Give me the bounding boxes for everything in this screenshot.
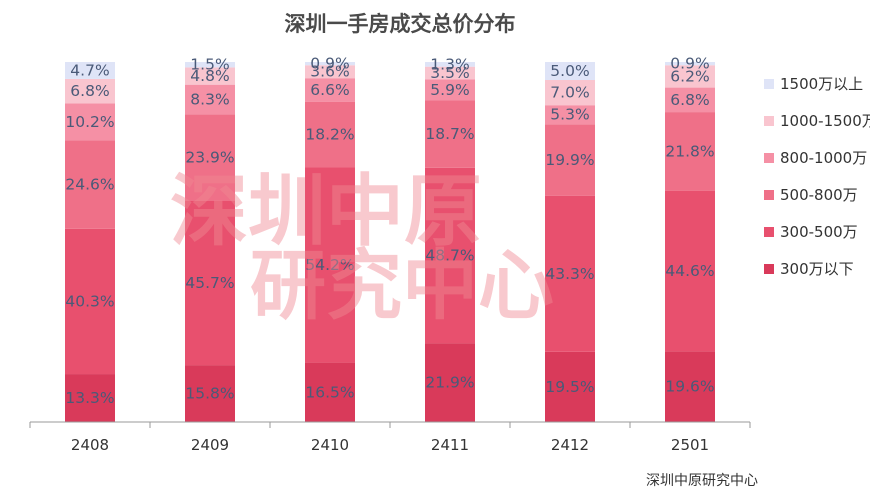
x-tick-label-2410: 2410	[311, 436, 349, 454]
data-label-2408-3: 10.2%	[65, 113, 114, 131]
data-label-2408-2: 24.6%	[65, 176, 114, 194]
legend-swatch-2	[764, 153, 774, 163]
data-label-2408-4: 6.8%	[70, 82, 109, 100]
bar-segment-2501-2	[665, 112, 715, 191]
bar-segment-2409-4	[185, 67, 235, 85]
data-label-2411-0: 21.9%	[425, 374, 474, 392]
x-axis: 2408 2409 2410 2411 2412 2501	[29, 421, 751, 454]
legend-swatch-1	[764, 116, 774, 126]
legend-label-3: 500-800万	[780, 186, 858, 204]
data-label-2408-0: 13.3%	[65, 389, 114, 407]
legend-label-4: 300-500万	[780, 223, 858, 241]
legend-swatch-3	[764, 190, 774, 200]
bar-segment-2408-4	[65, 78, 115, 104]
data-label-2412-4: 7.0%	[550, 84, 589, 102]
bar-segment-2411-3	[425, 79, 475, 101]
bar-segment-2409-0	[185, 365, 235, 422]
data-label-2411-4: 3.5%	[430, 64, 469, 82]
data-label-2409-0: 15.8%	[185, 385, 234, 403]
bar-segment-2412-4	[545, 80, 595, 106]
legend-swatch-0	[764, 79, 774, 89]
bar-segment-2501-4	[665, 65, 715, 88]
data-label-2501-3: 6.8%	[670, 91, 709, 109]
bar-segment-2411-5	[425, 62, 475, 67]
bar-segment-2411-1	[425, 167, 475, 344]
bar-segment-2501-3	[665, 87, 715, 113]
bar-segment-2410-2	[305, 101, 355, 168]
legend-swatch-4	[764, 227, 774, 237]
data-label-2501-4: 6.2%	[670, 67, 709, 85]
data-label-2501-5: 0.9%	[670, 55, 709, 73]
bar-segment-2408-0	[65, 374, 115, 422]
bar-segment-2412-3	[545, 105, 595, 125]
data-label-2412-1: 43.3%	[545, 265, 594, 283]
data-label-2412-2: 19.9%	[545, 151, 594, 169]
data-label-2411-2: 18.7%	[425, 125, 474, 143]
bar-segment-2410-0	[305, 362, 355, 422]
data-label-2408-5: 4.7%	[70, 61, 109, 79]
data-label-2409-3: 8.3%	[190, 91, 229, 109]
data-label-2501-0: 19.6%	[665, 378, 714, 396]
bar-segment-2411-0	[425, 343, 475, 422]
x-tick-label-2412: 2412	[551, 436, 589, 454]
data-label-2410-0: 16.5%	[305, 383, 354, 401]
bar-segment-2409-1	[185, 200, 235, 366]
bar-segment-2408-1	[65, 228, 115, 375]
bars-layer	[65, 62, 715, 422]
data-label-2409-5: 1.5%	[190, 56, 229, 74]
bar-segment-2412-1	[545, 195, 595, 352]
data-label-2410-5: 0.9%	[310, 55, 349, 73]
data-label-2409-2: 23.9%	[185, 149, 234, 167]
legend: 1500万以上 1000-1500万 800-1000万 500-800万 300-50…	[764, 75, 870, 278]
bar-segment-2412-5	[545, 62, 595, 80]
data-label-2410-1: 54.2%	[305, 256, 354, 274]
data-label-2409-1: 45.7%	[185, 274, 234, 292]
bar-segment-2501-1	[665, 190, 715, 352]
data-label-2412-3: 5.3%	[550, 106, 589, 124]
data-label-2411-1: 48.7%	[425, 247, 474, 265]
bar-segment-2409-2	[185, 114, 235, 201]
x-tick-label-2409: 2409	[191, 436, 229, 454]
bar-segment-2410-3	[305, 78, 355, 102]
legend-swatch-5	[764, 264, 774, 274]
bar-segment-2501-0	[665, 351, 715, 422]
data-label-2411-5: 1.3%	[430, 55, 469, 73]
bar-segment-2412-2	[545, 124, 595, 196]
bar-segment-2410-1	[305, 167, 355, 363]
x-tick-label-2408: 2408	[71, 436, 109, 454]
data-label-2411-3: 5.9%	[430, 81, 469, 99]
data-label-2410-3: 6.6%	[310, 81, 349, 99]
data-label-2408-1: 40.3%	[65, 292, 114, 310]
bar-segment-2412-0	[545, 351, 595, 422]
data-label-2410-4: 3.6%	[310, 63, 349, 81]
watermark-line2: 研究中心	[250, 241, 554, 330]
legend-label-0: 1500万以上	[780, 75, 863, 93]
bar-segment-2409-3	[185, 84, 235, 115]
data-label-2410-2: 18.2%	[305, 126, 354, 144]
x-tick-label-2411: 2411	[431, 436, 469, 454]
bar-segment-2410-5	[305, 62, 355, 66]
data-labels-layer: 13.3% 40.3% 24.6% 10.2% 6.8% 4.7% 15.8% 45.7% 23…	[65, 55, 714, 407]
source-note: 深圳中原研究中心	[646, 473, 758, 489]
legend-label-1: 1000-1500万	[780, 112, 870, 130]
bar-segment-2409-5	[185, 62, 235, 68]
bar-segment-2408-5	[65, 62, 115, 79]
bar-segment-2408-3	[65, 103, 115, 141]
data-label-2501-2: 21.8%	[665, 142, 714, 160]
bar-segment-2408-2	[65, 140, 115, 229]
bar-segment-2410-4	[305, 65, 355, 79]
bar-segment-2411-4	[425, 66, 475, 80]
chart-title: 深圳一手房成交总价分布	[285, 12, 516, 36]
x-tick-label-2501: 2501	[671, 436, 709, 454]
legend-label-5: 300万以下	[780, 260, 854, 278]
data-label-2412-5: 5.0%	[550, 62, 589, 80]
bar-segment-2501-5	[665, 62, 715, 66]
data-label-2501-1: 44.6%	[665, 262, 714, 280]
bar-segment-2411-2	[425, 100, 475, 168]
legend-label-2: 800-1000万	[780, 149, 867, 167]
data-label-2409-4: 4.8%	[190, 67, 229, 85]
data-label-2412-0: 19.5%	[545, 378, 594, 396]
